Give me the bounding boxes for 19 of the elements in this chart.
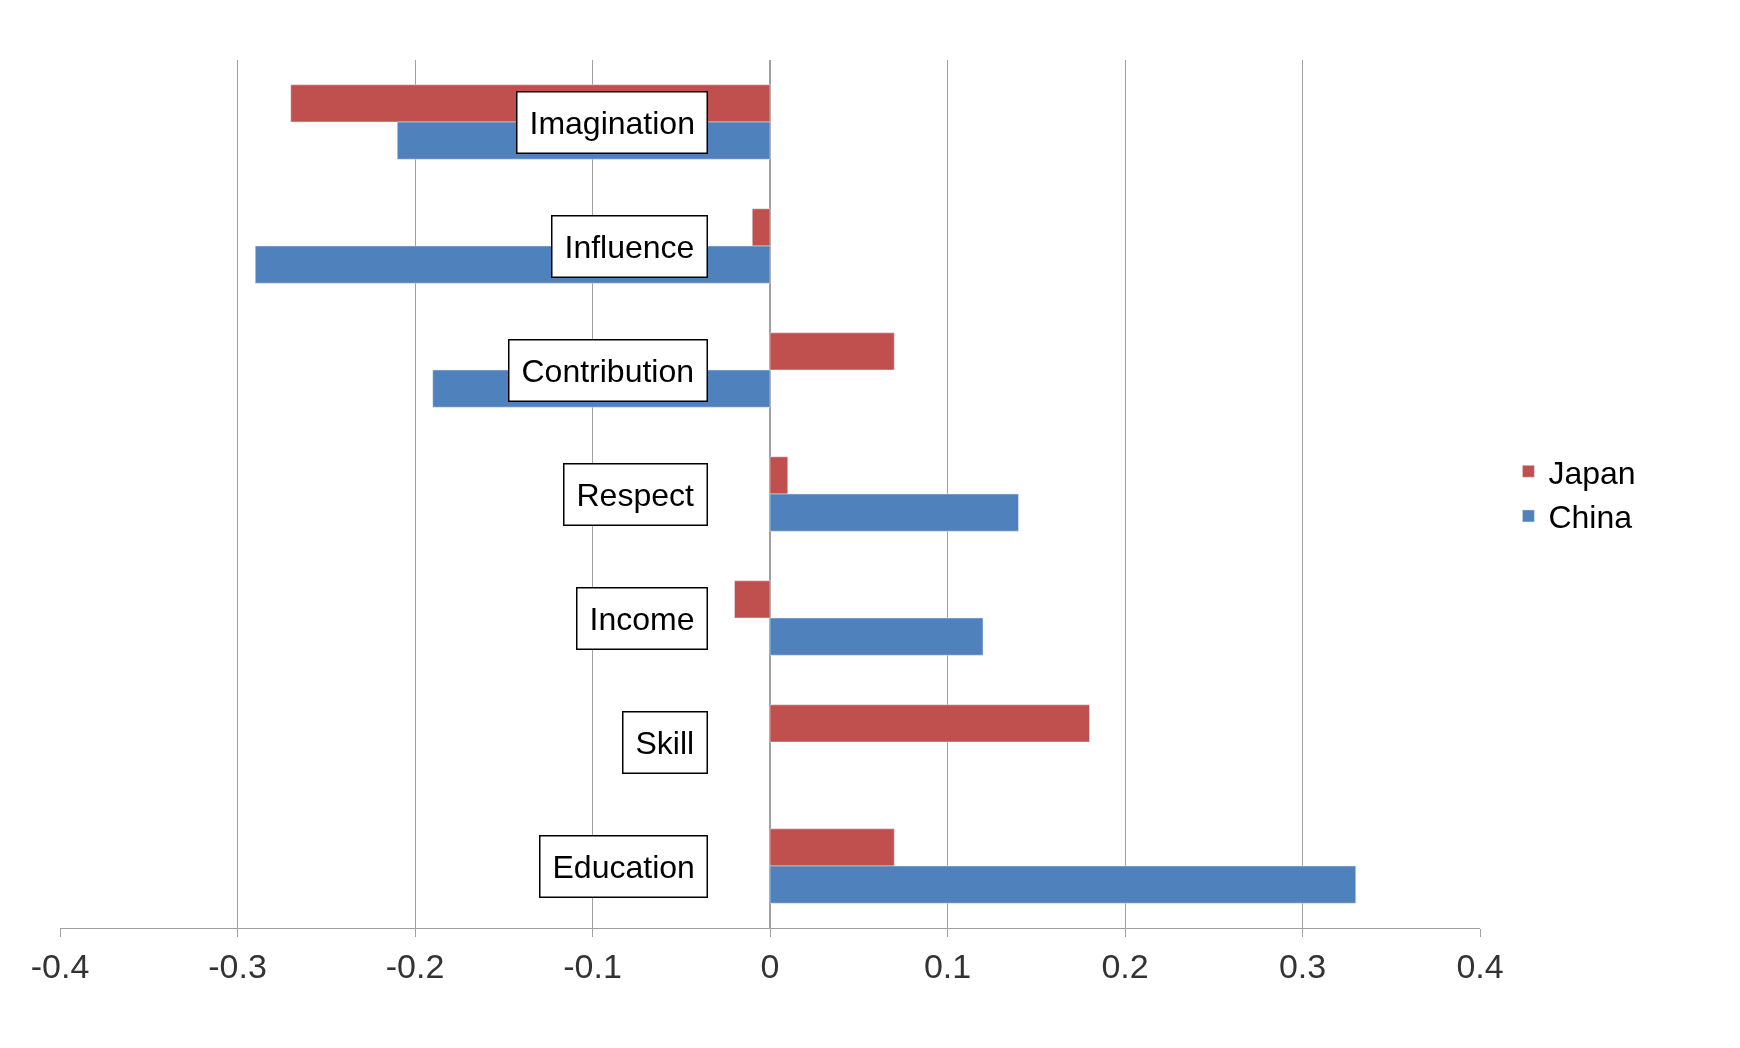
x-tick-label: -0.2 xyxy=(385,946,445,985)
y-tick-label: Respect xyxy=(576,476,694,513)
y-tick-label: Education xyxy=(552,848,695,885)
legend-label: Japan xyxy=(1548,454,1636,491)
y-tick-label: Influence xyxy=(564,228,695,265)
y-tick-label: Income xyxy=(589,600,695,637)
y-tick-label: Contribution xyxy=(521,352,695,389)
y-tick-label: Imagination xyxy=(529,104,695,141)
x-tick-label: -0.3 xyxy=(208,946,267,985)
x-tick-label: 0.2 xyxy=(1101,946,1149,985)
y-tick-label: Skill xyxy=(635,724,695,761)
x-tick-label: 0.3 xyxy=(1278,946,1327,985)
legend-label: China xyxy=(1548,499,1633,536)
bar xyxy=(769,704,1090,743)
x-tick-label: -0.4 xyxy=(30,946,90,985)
x-tick-label: 0.1 xyxy=(923,946,972,985)
x-tick-label: 0 xyxy=(760,946,780,985)
x-tick-label: -0.1 xyxy=(563,946,622,985)
x-tick-label: 0.4 xyxy=(1456,946,1504,985)
